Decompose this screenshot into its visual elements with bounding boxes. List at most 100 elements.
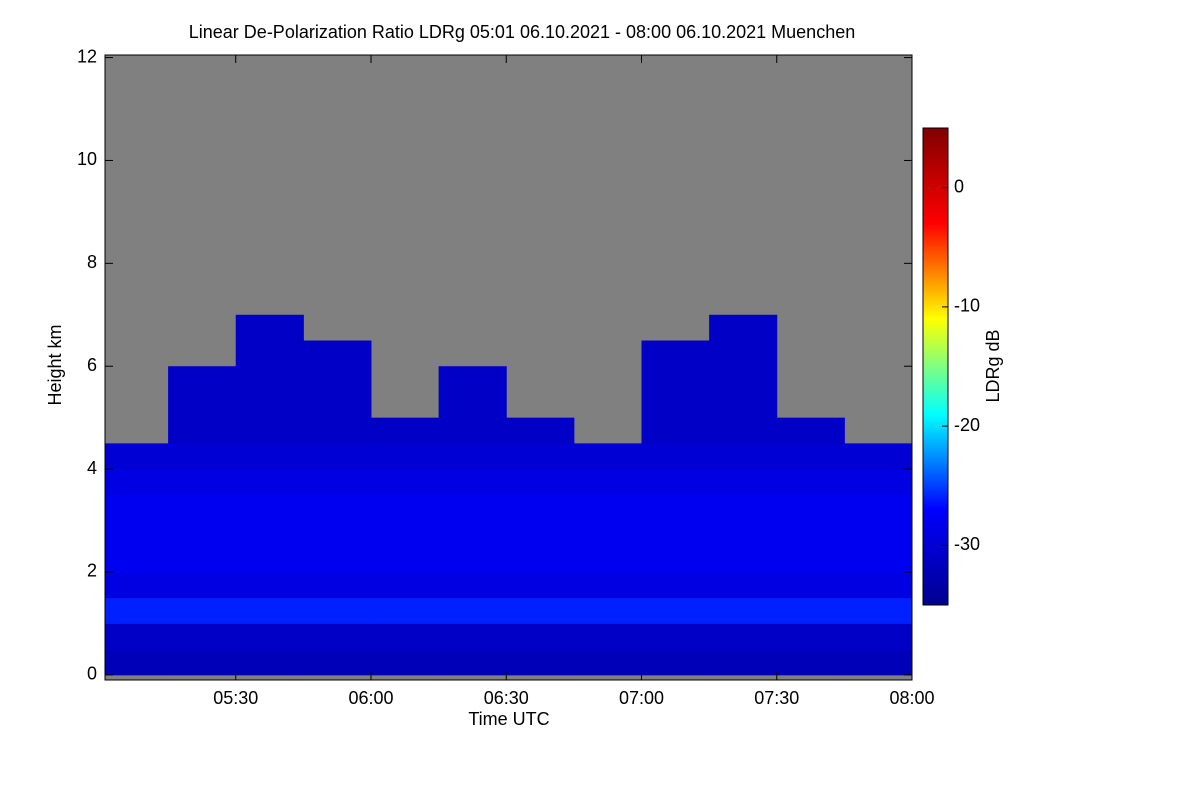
heatmap-cell	[303, 571, 372, 599]
heatmap-cell	[370, 546, 440, 573]
heatmap-cell	[844, 597, 913, 624]
heatmap-cell	[303, 623, 372, 650]
heatmap-cell	[438, 417, 507, 444]
heatmap-cell	[168, 597, 237, 624]
heatmap-cell	[573, 494, 642, 522]
heatmap-cell	[303, 494, 372, 522]
x-axis-label: Time UTC	[468, 709, 549, 729]
heatmap-cell	[709, 494, 778, 522]
heatmap-cell	[709, 597, 778, 624]
heatmap-cell	[168, 520, 237, 547]
x-tick-label: 07:00	[619, 688, 664, 708]
heatmap-cell	[709, 571, 778, 599]
heatmap-cell	[235, 597, 304, 624]
heatmap-cell	[438, 443, 507, 470]
heatmap-cell	[573, 649, 642, 676]
heatmap-cell	[573, 623, 642, 650]
heatmap-cell	[370, 649, 440, 676]
plot-frame	[104, 54, 913, 681]
heatmap-cell	[506, 649, 575, 676]
heatmap-cell	[641, 623, 710, 650]
heatmap-cell	[709, 340, 778, 367]
heatmap-cell	[641, 494, 710, 522]
heatmap-cell	[776, 417, 845, 444]
heatmap-cell	[303, 391, 372, 419]
y-tick-label: 8	[87, 252, 97, 272]
heatmap-cell	[168, 443, 237, 470]
heatmap-cell	[641, 546, 710, 573]
heatmap-cell	[709, 623, 778, 650]
heatmap-cell	[641, 469, 710, 496]
heatmap-cell	[303, 469, 372, 496]
colorbar-tick-label: -30	[954, 534, 980, 554]
heatmap-cell	[438, 571, 507, 599]
heatmap-cell	[438, 366, 507, 393]
heatmap-cell	[438, 469, 507, 496]
heatmap-cell	[105, 469, 169, 496]
heatmap-cell	[235, 571, 304, 599]
heatmap-cell	[168, 391, 237, 419]
heatmap-cell	[709, 520, 778, 547]
heatmap-cell	[709, 366, 778, 393]
heatmap-cell	[370, 520, 440, 547]
heatmap-cell	[303, 546, 372, 573]
heatmap-cell	[235, 391, 304, 419]
heatmap-cell	[776, 546, 845, 573]
heatmap-cell	[303, 649, 372, 676]
heatmap-cell	[438, 623, 507, 650]
heatmap-cell	[573, 520, 642, 547]
y-tick-label: 0	[87, 664, 97, 684]
heatmap-cell	[303, 340, 372, 367]
heatmap-cell	[506, 494, 575, 522]
heatmap-cell	[844, 546, 913, 573]
heatmap-cell	[168, 571, 237, 599]
heatmap-cell	[438, 520, 507, 547]
heatmap-cell	[438, 597, 507, 624]
x-tick-label: 08:00	[889, 688, 934, 708]
y-tick-label: 4	[87, 458, 97, 478]
heatmap-cell	[370, 443, 440, 470]
heatmap-cell	[438, 546, 507, 573]
x-tick-label: 05:30	[213, 688, 258, 708]
heatmap-cell	[506, 571, 575, 599]
heatmap-cell	[709, 443, 778, 470]
colorbar-label: LDRg dB	[983, 329, 1003, 402]
heatmap-cell	[168, 649, 237, 676]
heatmap-cell	[844, 571, 913, 599]
heatmap-cell	[709, 546, 778, 573]
heatmap-cell	[235, 340, 304, 367]
heatmap-cell	[573, 443, 642, 470]
heatmap-cell	[844, 623, 913, 650]
heatmap-cell	[370, 469, 440, 496]
heatmap-cell	[844, 469, 913, 496]
heatmap-cell	[709, 391, 778, 419]
heatmap-cell	[303, 520, 372, 547]
heatmap-cell	[168, 546, 237, 573]
heatmap-cell	[370, 571, 440, 599]
heatmap-cell	[438, 391, 507, 419]
heatmap-cell	[776, 494, 845, 522]
heatmap-cell	[776, 520, 845, 547]
heatmap-cell	[235, 494, 304, 522]
y-tick-label: 6	[87, 355, 97, 375]
heatmap-cell	[105, 494, 169, 522]
y-tick-label: 10	[77, 149, 97, 169]
heatmap-cell	[506, 417, 575, 444]
heatmap-cell	[776, 623, 845, 650]
heatmap-cell	[641, 417, 710, 444]
heatmap-cell	[303, 417, 372, 444]
heatmap-cell	[105, 623, 169, 650]
heatmap-cell	[641, 443, 710, 470]
heatmap-cell	[573, 469, 642, 496]
heatmap-cell	[776, 571, 845, 599]
heatmap-cell	[844, 494, 913, 522]
heatmap-cell	[641, 391, 710, 419]
heatmap-cell	[438, 494, 507, 522]
chart-title: Linear De-Polarization Ratio LDRg 05:01 …	[189, 22, 855, 42]
heatmap-cell	[168, 623, 237, 650]
heatmap-cell	[844, 520, 913, 547]
colorbar-tick-label: -10	[954, 296, 980, 316]
heatmap-cell	[573, 571, 642, 599]
heatmap-cell	[235, 623, 304, 650]
heatmap-cell	[506, 469, 575, 496]
